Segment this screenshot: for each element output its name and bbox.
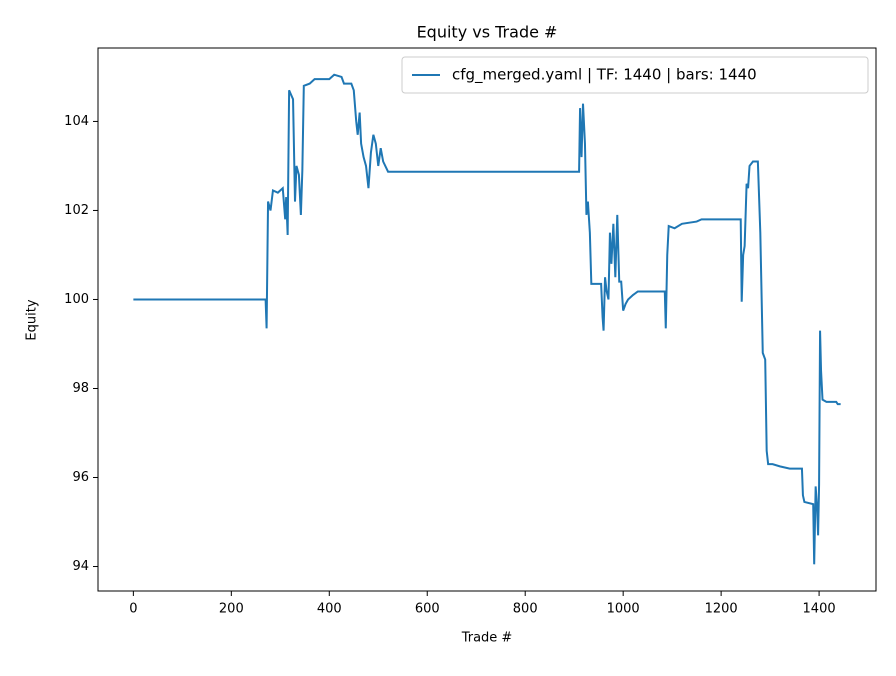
x-tick-label: 400 xyxy=(317,602,342,617)
line-series xyxy=(133,73,841,565)
axes-frame xyxy=(97,47,877,592)
x-tick-label: 1400 xyxy=(803,602,836,617)
legend-label: cfg_merged.yaml | TF: 1440 | bars: 1440 xyxy=(452,66,757,85)
y-tick-label: 94 xyxy=(72,559,89,574)
y-tick-label: 104 xyxy=(64,114,89,129)
x-tick-label: 1200 xyxy=(705,602,738,617)
x-tick-label: 800 xyxy=(513,602,538,617)
x-tick-label: 200 xyxy=(219,602,244,617)
x-axis-label: Trade # xyxy=(461,631,513,646)
x-tick-label: 1000 xyxy=(607,602,640,617)
y-axis-label: Equity xyxy=(25,299,40,340)
chart-title: Equity vs Trade # xyxy=(417,23,558,42)
y-tick-label: 102 xyxy=(64,203,89,218)
x-tick-label: 0 xyxy=(129,602,137,617)
y-tick-label: 100 xyxy=(64,292,89,307)
legend-box xyxy=(401,56,869,94)
y-tick-label: 96 xyxy=(72,470,89,485)
x-tick-label: 600 xyxy=(415,602,440,617)
y-tick-label: 98 xyxy=(72,381,89,396)
